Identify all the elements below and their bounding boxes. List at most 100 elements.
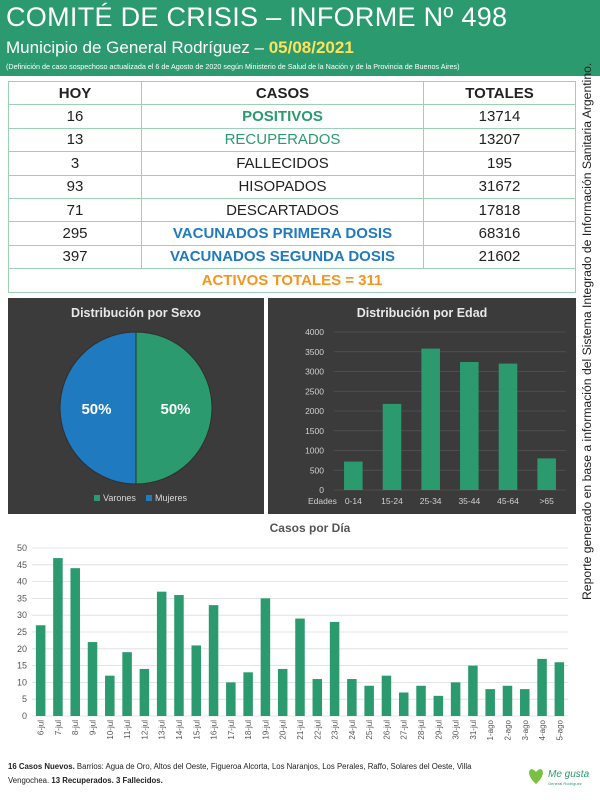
y-tick-label: 25 — [17, 627, 27, 637]
x-tick-label: 13-jul — [158, 720, 167, 740]
pie-slice-mujeres — [59, 331, 137, 485]
x-tick-label: 35-44 — [458, 496, 480, 506]
x-tick-label: 30-jul — [452, 720, 461, 740]
x-tick-label: 11-jul — [123, 720, 132, 739]
daily-bar — [139, 668, 150, 716]
totales-cell: 17818 — [423, 197, 576, 223]
daily-bar — [416, 685, 426, 716]
legend-label: Varones — [103, 493, 136, 503]
daily-bar — [53, 558, 63, 716]
casos-cell: VACUNADOS SEGUNDA DOSIS — [141, 244, 424, 270]
footer-summary: 16 Casos Nuevos. Barrios: Agua de Oro, A… — [8, 760, 508, 788]
daily-bar — [347, 679, 357, 716]
daily-bar — [329, 621, 340, 716]
pie-slice-varones — [135, 331, 213, 485]
daily-bar — [295, 618, 305, 716]
daily-bar — [554, 662, 565, 716]
daily-bar — [433, 695, 444, 716]
daily-bar — [156, 591, 167, 716]
daily-bar — [105, 675, 115, 716]
legend-swatch — [94, 495, 100, 501]
report-title: COMITÉ DE CRISIS – INFORME Nº 498 — [6, 2, 508, 32]
y-tick-label: 20 — [17, 644, 27, 654]
daily-bar — [35, 625, 46, 716]
sex-chart-panel: Distribución por Sexo 50% 50% Varones Mujer… — [8, 298, 264, 514]
x-tick-label: 25-34 — [420, 496, 442, 506]
daily-bar — [364, 685, 374, 716]
casos-cell: FALLECIDOS — [141, 151, 424, 176]
daily-bar — [468, 665, 478, 716]
sex-chart-title: Distribución por Sexo — [71, 306, 201, 320]
x-tick-label: 22-jul — [313, 720, 322, 740]
totales-cell: 21602 — [423, 244, 576, 270]
logo-subtext: General Rodríguez — [548, 781, 582, 786]
definition-note: (Definición de caso sospechoso actualiza… — [6, 62, 460, 71]
legend-swatch — [146, 495, 152, 501]
y-tick-label: 4000 — [305, 327, 324, 337]
y-tick-label: 3000 — [305, 367, 324, 377]
activos-totales: ACTIVOS TOTALES = 311 — [8, 268, 576, 293]
report-date: 05/08/2021 — [268, 38, 354, 57]
x-tick-label: 15-jul — [192, 720, 201, 740]
x-tick-label: 45-64 — [497, 496, 519, 506]
daily-bar — [537, 658, 547, 716]
x-tick-label: 28-jul — [417, 720, 426, 740]
totales-cell: 31672 — [423, 174, 576, 199]
header-hoy: HOY — [8, 80, 142, 106]
report-subtitle: Municipio de General Rodríguez – 05/08/2… — [6, 38, 354, 58]
y-tick-label: 0 — [22, 711, 27, 721]
daily-bar — [502, 685, 513, 716]
source-note: Reporte generado en base a información d… — [580, 62, 594, 600]
age-bar — [498, 363, 518, 490]
x-tick-label: 17-jul — [227, 720, 236, 740]
age-chart-panel: Distribución por Edad 0 500 1000 1500 2000 25… — [268, 298, 576, 514]
municipality-label: Municipio de General Rodríguez – — [6, 38, 269, 57]
hoy-cell: 397 — [8, 244, 142, 270]
daily-bar — [243, 672, 253, 716]
x-tick-label: 25-jul — [365, 720, 374, 740]
age-bar — [537, 458, 556, 490]
x-tick-label: 19-jul — [261, 720, 270, 740]
daily-chart-title: Casos por Día — [270, 521, 351, 535]
hoy-cell: 295 — [8, 221, 142, 246]
x-tick-label: 20-jul — [279, 720, 288, 740]
summary-table: HOY CASOS TOTALES 16 POSITIVOS 13714 13 … — [8, 80, 576, 293]
daily-bar — [450, 682, 461, 716]
report-header: COMITÉ DE CRISIS – INFORME Nº 498 Munici… — [0, 0, 600, 76]
daily-bar — [398, 692, 409, 716]
hoy-cell: 71 — [8, 197, 142, 223]
x-tick-label: 10-jul — [106, 720, 115, 740]
x-tick-label: 6-jul — [37, 720, 46, 735]
hoy-cell: 16 — [8, 104, 142, 129]
table-row: 93 HISOPADOS 31672 — [8, 174, 576, 199]
logo-text: Me gusta — [548, 769, 590, 780]
x-tick-label: 26-jul — [382, 720, 391, 740]
x-tick-label: 8-jul — [71, 720, 80, 735]
x-tick-label: 5-ago — [555, 719, 564, 740]
daily-bar — [485, 689, 495, 716]
table-row: 16 POSITIVOS 13714 — [8, 104, 576, 129]
x-tick-label: 1-ago — [486, 719, 495, 740]
y-tick-label: 500 — [310, 465, 324, 475]
y-tick-label: 45 — [17, 560, 27, 570]
x-tick-label: 23-jul — [331, 720, 340, 740]
totales-cell: 68316 — [423, 221, 576, 246]
x-tick-label: >65 — [539, 496, 554, 506]
daily-bar — [381, 675, 392, 716]
table-row: 295 VACUNADOS PRIMERA DOSIS 68316 — [8, 221, 576, 246]
table-row: 13 RECUPERADOS 13207 — [8, 127, 576, 153]
y-tick-label: 50 — [17, 543, 27, 553]
age-chart-title: Distribución por Edad — [356, 306, 488, 320]
recovered-label: 13 Recuperados. — [51, 776, 114, 785]
y-tick-label: 2000 — [305, 406, 324, 416]
table-row: 3 FALLECIDOS 195 — [8, 151, 576, 176]
x-tick-label: 18-jul — [244, 720, 253, 740]
age-bar — [382, 403, 402, 490]
x-tick-label: 29-jul — [434, 720, 443, 740]
x-tick-label: 14-jul — [175, 720, 184, 740]
x-tick-label: 7-jul — [54, 720, 63, 735]
daily-bar — [174, 595, 184, 716]
x-tick-label: 4-ago — [538, 719, 547, 740]
age-bar — [460, 362, 479, 490]
y-tick-label: 30 — [17, 610, 27, 620]
